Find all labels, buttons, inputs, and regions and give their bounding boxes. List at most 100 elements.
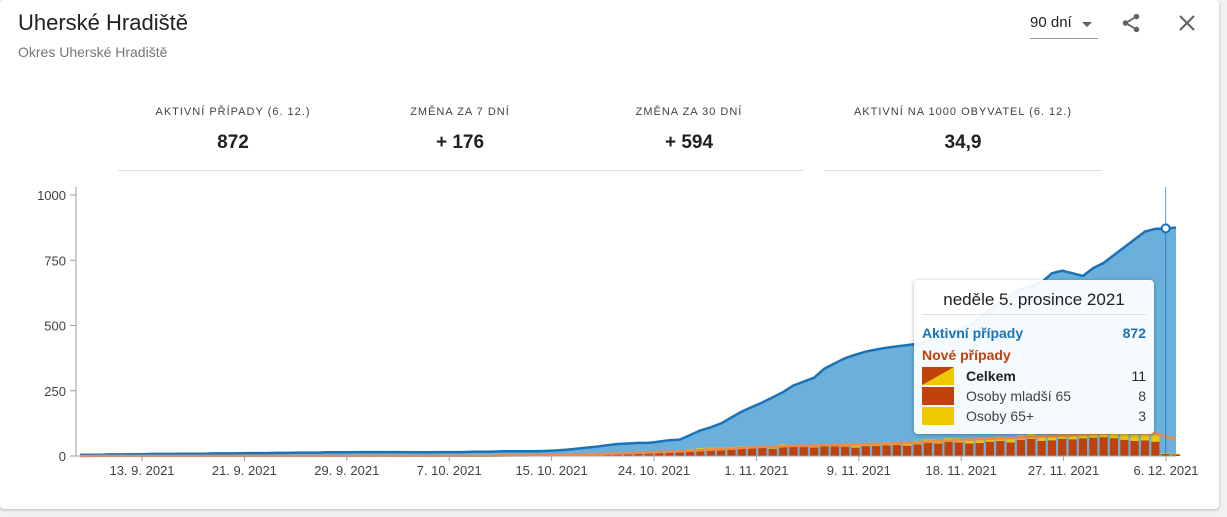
- bar-under65: [717, 449, 726, 456]
- active-cases-area: [80, 227, 1176, 456]
- bar-under65: [655, 451, 664, 456]
- bar-under65: [882, 445, 891, 456]
- bar-65plus: [975, 438, 984, 443]
- stat-value: 872: [217, 132, 249, 153]
- stat-change-30-days: ZMĚNA ZA 30 DNÍ + 594: [574, 96, 804, 171]
- x-tick-label: 18. 11. 2021: [926, 463, 997, 478]
- tooltip-row-value: 8: [1138, 388, 1146, 404]
- bar-under65: [748, 447, 757, 456]
- bar-under65: [954, 442, 963, 456]
- stat-value: 34,9: [944, 132, 982, 153]
- bar-under65: [985, 441, 994, 456]
- tooltip-row-value: 11: [1131, 368, 1146, 384]
- bar-under65: [903, 445, 912, 456]
- y-tick-label: 1000: [37, 188, 66, 203]
- bar-under65: [758, 447, 767, 456]
- bar-65plus: [1151, 435, 1160, 442]
- bar-65plus: [1109, 432, 1118, 439]
- bar-under65: [1172, 454, 1181, 456]
- y-tick-label: 500: [44, 319, 66, 334]
- x-tick-label: 1. 11. 2021: [724, 463, 788, 478]
- bar-under65: [1027, 439, 1036, 456]
- bar-under65: [1130, 440, 1139, 456]
- bar-under65: [913, 444, 922, 456]
- x-tick-label: 27. 11. 2021: [1028, 463, 1099, 478]
- close-icon[interactable]: [1177, 13, 1197, 33]
- bar-under65: [706, 448, 715, 456]
- stat-change-7-days: ZMĚNA ZA 7 DNÍ + 176: [345, 96, 575, 171]
- y-tick-label: 750: [44, 253, 66, 268]
- chart-card: Uherské Hradiště Okres Uherské Hradiště …: [0, 0, 1219, 509]
- bar-under65: [820, 446, 829, 456]
- bar-under65: [1058, 438, 1067, 456]
- stat-label: AKTIVNÍ PŘÍPADY (6. 12.): [155, 106, 311, 118]
- x-tick-label: 13. 9. 2021: [109, 463, 174, 478]
- bar-65plus: [1068, 433, 1077, 440]
- bar-under65: [892, 445, 901, 456]
- bar-under65: [861, 446, 870, 456]
- stat-active-cases: AKTIVNÍ PŘÍPADY (6. 12.) 872: [118, 96, 348, 171]
- bar-65plus: [1037, 435, 1046, 441]
- x-tick-label: 15. 10. 2021: [515, 463, 587, 478]
- bar-under65: [737, 447, 746, 456]
- bar-65plus: [851, 445, 860, 448]
- tooltip-row-label: Celkem: [966, 368, 1016, 384]
- x-tick-label: 9. 11. 2021: [827, 463, 891, 478]
- hover-point: [1160, 223, 1171, 234]
- bar-under65: [975, 442, 984, 456]
- bar-under65: [965, 443, 974, 456]
- bar-under65: [1120, 439, 1129, 456]
- tooltip-divider: [922, 314, 1146, 315]
- y-tick-label: 0: [59, 449, 66, 464]
- tooltip-row-label: Osoby mladší 65: [966, 388, 1072, 404]
- bar-under65: [1047, 440, 1056, 456]
- bar-65plus: [1172, 453, 1181, 455]
- bar-under65: [634, 452, 643, 456]
- chart-axes: 0 250 500 750 1000 13. 9. 2021 21. 9. 2021 29. …: [37, 187, 1199, 478]
- swatch-65plus-icon: [922, 407, 954, 425]
- stat-label: ZMĚNA ZA 30 DNÍ: [635, 106, 743, 118]
- bar-under65: [1140, 440, 1149, 456]
- bar-under65: [1151, 441, 1160, 456]
- bar-under65: [644, 452, 653, 456]
- bar-65plus: [965, 439, 974, 444]
- share-icon[interactable]: [1120, 12, 1142, 34]
- bar-under65: [799, 447, 808, 456]
- page-title: Uherské Hradiště: [18, 10, 188, 35]
- stat-active-per-1000: AKTIVNÍ NA 1000 OBYVATEL (6. 12.) 34,9: [824, 96, 1102, 171]
- x-tick-label: 24. 10. 2021: [618, 463, 690, 478]
- bar-under65: [1068, 439, 1077, 456]
- period-select[interactable]: 90 dní: [1030, 12, 1098, 39]
- period-select-value: 90 dní: [1030, 14, 1072, 31]
- bar-65plus: [1120, 433, 1129, 440]
- bar-under65: [934, 443, 943, 456]
- bar-65plus: [696, 448, 705, 450]
- bar-under65: [830, 446, 839, 456]
- tooltip-row-value: 3: [1138, 408, 1146, 424]
- chevron-down-icon: [1082, 22, 1092, 27]
- bar-under65: [1037, 440, 1046, 456]
- y-tick-label: 250: [44, 384, 66, 399]
- chart-tooltip: neděle 5. prosince 2021 Aktivní případy …: [914, 280, 1154, 434]
- swatch-total-icon: [922, 367, 954, 385]
- stat-value: + 594: [664, 132, 714, 153]
- bar-65plus: [1006, 438, 1015, 443]
- bar-under65: [696, 449, 705, 456]
- bar-under65: [675, 451, 684, 456]
- bar-under65: [810, 447, 819, 456]
- bar-under65: [1016, 439, 1025, 456]
- bar-under65: [624, 452, 633, 456]
- bar-under65: [1109, 438, 1118, 456]
- bar-65plus: [1140, 434, 1149, 441]
- bar-under65: [996, 440, 1005, 456]
- bar-under65: [851, 447, 860, 456]
- swatch-under65-icon: [922, 387, 954, 405]
- bar-under65: [1006, 442, 1015, 456]
- stat-label: ZMĚNA ZA 7 DNÍ: [410, 106, 510, 118]
- bar-under65: [1099, 437, 1108, 456]
- bar-under65: [686, 450, 695, 456]
- bar-65plus: [1130, 434, 1139, 441]
- bar-under65: [841, 446, 850, 456]
- tooltip-new-label: Nové případy: [922, 347, 1011, 363]
- bar-under65: [779, 446, 788, 456]
